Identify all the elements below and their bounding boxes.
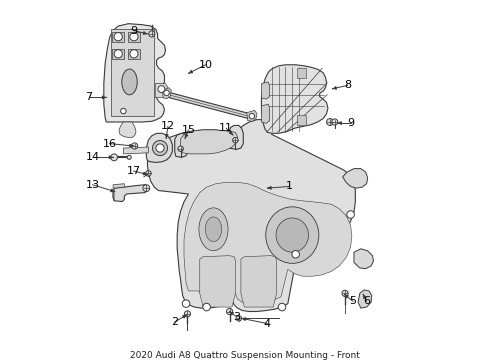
- Polygon shape: [181, 130, 238, 154]
- Circle shape: [342, 290, 348, 296]
- Circle shape: [127, 155, 131, 159]
- Circle shape: [130, 32, 138, 41]
- Text: 9: 9: [130, 26, 137, 36]
- Circle shape: [114, 50, 122, 58]
- Polygon shape: [262, 82, 270, 99]
- Circle shape: [292, 251, 299, 258]
- Polygon shape: [147, 133, 172, 162]
- Polygon shape: [112, 49, 124, 59]
- Ellipse shape: [205, 217, 221, 242]
- Text: 15: 15: [181, 125, 196, 135]
- Text: 10: 10: [198, 60, 213, 70]
- Text: 17: 17: [126, 166, 141, 176]
- Circle shape: [158, 86, 165, 93]
- Polygon shape: [297, 68, 306, 78]
- Circle shape: [249, 113, 255, 119]
- Polygon shape: [228, 125, 244, 149]
- Circle shape: [148, 31, 155, 37]
- Polygon shape: [112, 32, 124, 42]
- Circle shape: [152, 140, 168, 156]
- Polygon shape: [119, 122, 136, 138]
- Polygon shape: [241, 256, 276, 307]
- Circle shape: [130, 50, 138, 58]
- Circle shape: [326, 118, 333, 125]
- Circle shape: [156, 144, 164, 152]
- Text: 3: 3: [233, 312, 240, 321]
- Ellipse shape: [199, 208, 228, 251]
- Text: 1: 1: [286, 181, 293, 192]
- Polygon shape: [200, 256, 235, 307]
- Polygon shape: [123, 147, 148, 154]
- Circle shape: [143, 185, 150, 192]
- Text: 16: 16: [102, 139, 117, 149]
- Polygon shape: [175, 133, 189, 157]
- Polygon shape: [262, 104, 270, 123]
- Polygon shape: [262, 65, 328, 133]
- Ellipse shape: [276, 218, 309, 252]
- Circle shape: [236, 316, 242, 321]
- Polygon shape: [246, 111, 257, 121]
- Polygon shape: [297, 115, 306, 125]
- Circle shape: [121, 108, 126, 114]
- Circle shape: [278, 303, 286, 311]
- Text: 6: 6: [363, 296, 370, 306]
- Text: 8: 8: [344, 80, 351, 90]
- Text: 14: 14: [85, 152, 99, 162]
- Circle shape: [347, 211, 354, 218]
- Circle shape: [164, 90, 169, 96]
- Text: 9: 9: [348, 118, 355, 128]
- Text: 13: 13: [86, 180, 99, 190]
- Circle shape: [114, 32, 122, 41]
- Polygon shape: [128, 49, 140, 59]
- Polygon shape: [155, 84, 168, 97]
- Polygon shape: [111, 29, 154, 116]
- Circle shape: [226, 309, 233, 315]
- Polygon shape: [147, 120, 355, 311]
- Circle shape: [184, 311, 191, 317]
- Text: 12: 12: [161, 121, 175, 131]
- Text: 7: 7: [86, 92, 93, 102]
- Circle shape: [111, 154, 118, 161]
- Circle shape: [332, 119, 338, 125]
- Ellipse shape: [266, 207, 319, 264]
- Circle shape: [182, 300, 190, 307]
- Polygon shape: [162, 88, 171, 99]
- Text: 2020 Audi A8 Quattro Suspension Mounting - Front: 2020 Audi A8 Quattro Suspension Mounting…: [130, 351, 360, 360]
- Polygon shape: [128, 32, 140, 42]
- Text: 11: 11: [219, 123, 233, 133]
- Circle shape: [233, 138, 238, 143]
- Polygon shape: [104, 24, 166, 122]
- Text: 5: 5: [349, 296, 356, 306]
- Polygon shape: [343, 168, 368, 188]
- Circle shape: [146, 171, 151, 176]
- Polygon shape: [165, 91, 251, 119]
- Circle shape: [178, 146, 183, 152]
- Polygon shape: [113, 185, 147, 202]
- Circle shape: [132, 143, 138, 149]
- Circle shape: [203, 303, 210, 311]
- Text: 4: 4: [264, 319, 271, 329]
- Ellipse shape: [122, 69, 137, 95]
- Polygon shape: [358, 290, 372, 308]
- Polygon shape: [184, 182, 352, 303]
- Polygon shape: [113, 184, 124, 201]
- Text: 2: 2: [171, 317, 178, 327]
- Polygon shape: [354, 249, 373, 269]
